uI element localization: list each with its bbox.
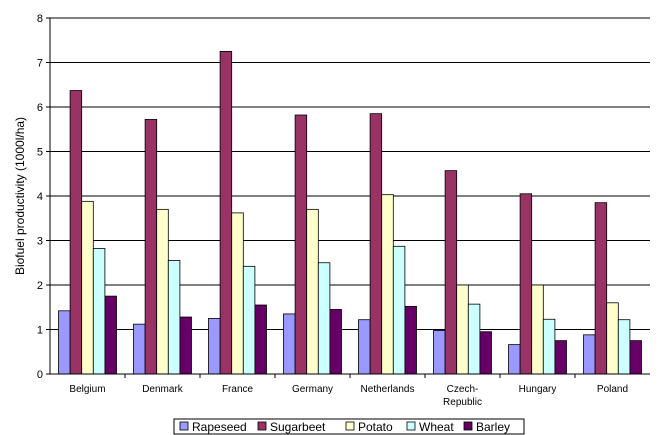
legend-label-wheat: Wheat <box>419 420 454 434</box>
bar-wheat-5 <box>467 303 481 375</box>
bar-wheat-4 <box>392 245 406 375</box>
y-tick-label: 4 <box>37 191 43 203</box>
legend-label-potato: Potato <box>358 420 393 434</box>
bar-potato-2 <box>231 212 244 375</box>
bar-sugarbeet-3 <box>294 114 308 375</box>
y-tick-label: 8 <box>37 13 43 25</box>
bar-barley-3 <box>329 309 342 375</box>
x-tick-label: Germany <box>292 384 333 395</box>
bar-sugarbeet-4 <box>369 113 383 375</box>
bar-wheat-7 <box>617 319 631 375</box>
legend-swatch-barley <box>463 421 473 431</box>
x-tick-label: Poland <box>597 384 628 395</box>
bar-sugarbeet-5 <box>444 170 458 375</box>
bar-barley-5 <box>479 331 492 375</box>
x-tick-label: Denmark <box>142 384 184 395</box>
legend: Rapeseed Sugarbeet Potato Wheat Barley <box>173 418 525 435</box>
bar-barley-4 <box>404 305 417 375</box>
legend-label-sugarbeet: Sugarbeet <box>270 420 326 434</box>
bar-rapeseed-1 <box>133 323 146 375</box>
legend-label-rapeseed: Rapeseed <box>192 420 247 434</box>
bar-barley-1 <box>179 316 192 375</box>
legend-swatch-wheat <box>406 421 416 431</box>
bar-rapeseed-6 <box>508 344 521 375</box>
x-tick-label: Belgium <box>69 384 105 395</box>
bar-sugarbeet-6 <box>519 193 533 375</box>
y-tick-label: 6 <box>37 102 43 114</box>
bar-potato-7 <box>606 302 619 375</box>
y-tick-label: 1 <box>37 325 43 337</box>
bar-rapeseed-3 <box>283 313 296 375</box>
y-tick-labels: 0 1 2 3 4 5 6 7 8 <box>37 13 43 381</box>
bar-sugarbeet-1 <box>144 119 158 375</box>
x-tick-label: Netherlands <box>361 384 415 395</box>
bar-potato-5 <box>456 284 469 375</box>
axes <box>46 17 650 378</box>
x-tick-label: Hungary <box>519 384 557 395</box>
bar-rapeseed-0 <box>58 310 71 375</box>
gridlines <box>50 17 650 330</box>
y-tick-label: 0 <box>37 369 43 381</box>
bar-barley-0 <box>104 295 117 375</box>
legend-swatch-potato <box>345 421 355 431</box>
legend-label-barley: Barley <box>476 420 510 434</box>
bar-potato-6 <box>531 284 544 375</box>
bar-barley-6 <box>554 340 567 375</box>
y-tick-label: 5 <box>37 147 43 159</box>
bar-wheat-1 <box>167 260 181 375</box>
bar-rapeseed-7 <box>583 334 596 375</box>
legend-swatch-rapeseed <box>179 421 189 431</box>
x-tick-label: France <box>222 384 254 395</box>
bar-sugarbeet-2 <box>219 50 233 375</box>
bar-potato-0 <box>81 200 94 375</box>
y-tick-label: 7 <box>37 58 43 70</box>
bar-barley-7 <box>629 340 642 375</box>
bar-barley-2 <box>254 304 267 375</box>
y-tick-label: 3 <box>37 236 43 248</box>
bar-wheat-0 <box>92 248 106 375</box>
bar-rapeseed-2 <box>208 317 221 375</box>
bar-wheat-2 <box>242 265 256 375</box>
bar-rapeseed-5 <box>433 329 446 375</box>
bar-wheat-6 <box>542 318 556 375</box>
bar-wheat-3 <box>317 262 331 375</box>
x-tick-labels: Belgium Denmark France Germany Netherlands Cz… <box>69 384 628 408</box>
x-tick-label: Republic <box>443 397 482 408</box>
bars <box>58 50 642 375</box>
bar-potato-1 <box>156 208 169 375</box>
bar-sugarbeet-7 <box>594 202 608 375</box>
legend-swatch-sugarbeet <box>257 421 267 431</box>
x-tick-label: Czech- <box>447 384 479 395</box>
y-tick-label: 2 <box>37 280 43 292</box>
bar-potato-4 <box>381 194 394 375</box>
bar-potato-3 <box>306 208 319 375</box>
bar-sugarbeet-0 <box>69 90 83 375</box>
y-axis-title: Biofuel productivity (1000l/ha) <box>13 117 27 275</box>
bar-rapeseed-4 <box>358 319 371 375</box>
